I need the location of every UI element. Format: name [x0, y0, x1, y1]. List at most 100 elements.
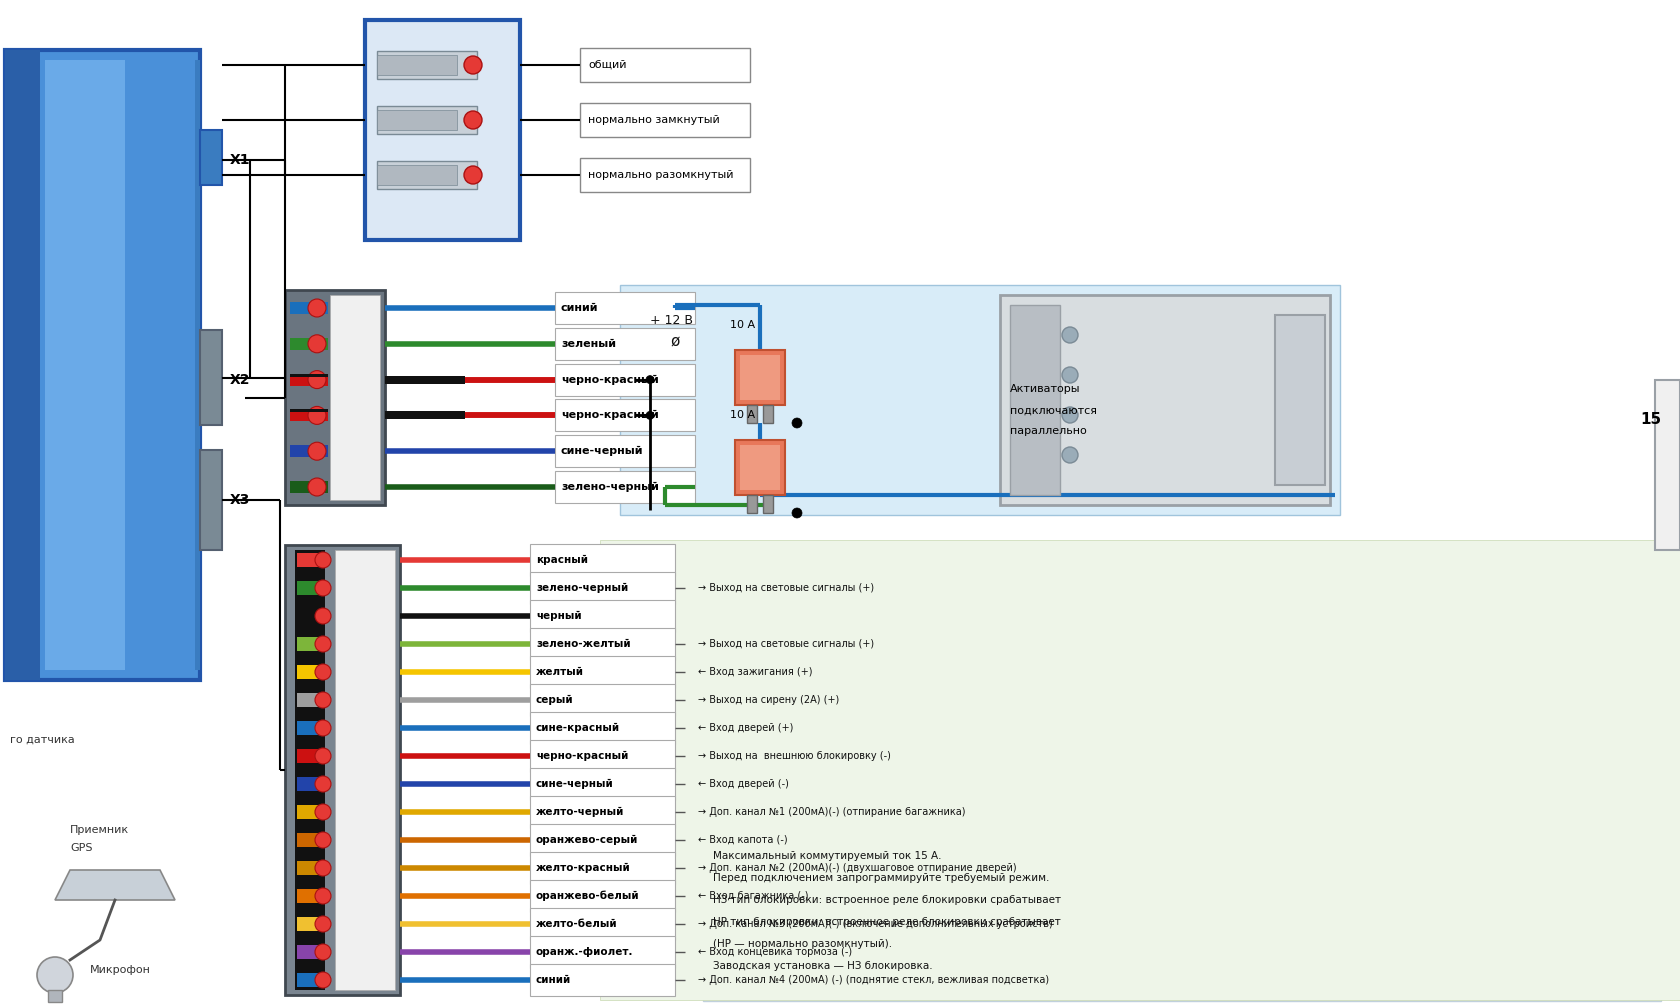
- Text: → Доп. канал №3 (200мА)(-) (включение дополнительных устройств): → Доп. канал №3 (200мА)(-) (включение до…: [697, 919, 1052, 929]
- Bar: [529, 572, 675, 604]
- Text: черно-красный: черно-красный: [536, 750, 628, 762]
- Circle shape: [791, 508, 801, 518]
- Bar: [529, 768, 675, 800]
- Circle shape: [307, 478, 326, 496]
- Text: X3: X3: [230, 493, 250, 507]
- Bar: [297, 777, 323, 791]
- Bar: [291, 302, 328, 314]
- Circle shape: [314, 860, 331, 876]
- Bar: [1273, 315, 1324, 485]
- Bar: [49, 990, 62, 1002]
- Text: → Доп. канал №1 (200мА)(-) (отпирание багажника): → Доп. канал №1 (200мА)(-) (отпирание ба…: [697, 807, 964, 817]
- Bar: [291, 373, 328, 376]
- Text: общий: общий: [588, 60, 627, 70]
- Bar: [297, 917, 323, 931]
- Bar: [554, 328, 694, 360]
- Bar: [746, 405, 756, 423]
- Bar: [529, 544, 675, 576]
- Bar: [600, 540, 1680, 1000]
- Circle shape: [314, 720, 331, 736]
- Bar: [529, 852, 675, 884]
- Bar: [297, 609, 323, 623]
- Text: (НР — нормально разомкнутый).: (НР — нормально разомкнутый).: [712, 939, 892, 949]
- Bar: [294, 550, 324, 990]
- Circle shape: [314, 888, 331, 904]
- Bar: [1010, 305, 1060, 495]
- Circle shape: [314, 608, 331, 624]
- Bar: [385, 411, 465, 420]
- Bar: [297, 553, 323, 567]
- Bar: [297, 693, 323, 707]
- Text: сине-красный: сине-красный: [536, 723, 620, 733]
- Circle shape: [307, 370, 326, 388]
- Circle shape: [307, 443, 326, 460]
- Bar: [291, 373, 328, 385]
- Text: желто-красный: желто-красный: [536, 863, 630, 873]
- Bar: [376, 106, 477, 134]
- Circle shape: [1062, 407, 1077, 423]
- Text: НР тип блокировки: встроенное реле блокировки срабатывает: НР тип блокировки: встроенное реле блоки…: [712, 917, 1060, 927]
- Bar: [1000, 295, 1329, 505]
- Bar: [763, 495, 773, 513]
- Bar: [529, 880, 675, 912]
- Bar: [291, 481, 328, 493]
- Text: оранжево-серый: оранжево-серый: [536, 835, 638, 845]
- Circle shape: [464, 166, 482, 184]
- Text: черно-красный: черно-красный: [561, 410, 659, 421]
- Bar: [554, 292, 694, 324]
- Circle shape: [314, 580, 331, 596]
- Bar: [376, 161, 477, 189]
- Circle shape: [314, 552, 331, 568]
- Bar: [580, 48, 749, 82]
- Text: → Выход на  внешнюю блокировку (-): → Выход на внешнюю блокировку (-): [697, 751, 890, 761]
- Bar: [554, 399, 694, 432]
- Text: красный: красный: [536, 555, 588, 565]
- Text: X1: X1: [230, 153, 250, 167]
- Bar: [376, 110, 457, 130]
- Circle shape: [307, 299, 326, 317]
- Bar: [529, 712, 675, 744]
- Bar: [297, 889, 323, 903]
- Text: Микрофон: Микрофон: [91, 965, 151, 975]
- Text: оранж.-фиолет.: оранж.-фиолет.: [536, 947, 633, 957]
- Text: ← Вход дверей (-): ← Вход дверей (-): [697, 779, 788, 789]
- Bar: [200, 450, 222, 550]
- Bar: [580, 103, 749, 137]
- Bar: [529, 824, 675, 856]
- Circle shape: [1062, 447, 1077, 463]
- Text: серый: серый: [536, 695, 573, 705]
- Text: ← Вход дверей (+): ← Вход дверей (+): [697, 723, 793, 733]
- Circle shape: [464, 111, 482, 129]
- Circle shape: [314, 636, 331, 652]
- Text: нормально замкнутый: нормально замкнутый: [588, 115, 719, 125]
- Circle shape: [314, 748, 331, 764]
- Circle shape: [314, 944, 331, 960]
- Circle shape: [645, 411, 654, 420]
- Circle shape: [645, 375, 654, 383]
- Circle shape: [37, 957, 72, 993]
- Bar: [620, 285, 1339, 515]
- Bar: [297, 637, 323, 651]
- Circle shape: [1062, 367, 1077, 383]
- Text: GPS: GPS: [71, 843, 92, 853]
- Bar: [739, 445, 780, 490]
- Bar: [291, 446, 328, 457]
- Text: ← Вход багажника (-): ← Вход багажника (-): [697, 891, 808, 901]
- Bar: [529, 796, 675, 828]
- Bar: [297, 833, 323, 847]
- Text: нормально разомкнутый: нормально разомкнутый: [588, 170, 732, 180]
- Text: зелено-черный: зелено-черный: [561, 482, 659, 492]
- Bar: [365, 20, 519, 240]
- Text: сине-черный: сине-черный: [561, 446, 643, 457]
- Bar: [286, 545, 400, 995]
- Circle shape: [314, 804, 331, 820]
- Text: ø: ø: [670, 335, 679, 349]
- Bar: [763, 405, 773, 423]
- Circle shape: [314, 692, 331, 708]
- Bar: [554, 436, 694, 467]
- Text: 15: 15: [1640, 412, 1660, 428]
- Text: ← Вход концевика тормоза (-): ← Вход концевика тормоза (-): [697, 947, 852, 957]
- Circle shape: [314, 664, 331, 680]
- Text: синий: синий: [561, 303, 598, 313]
- Bar: [376, 55, 457, 75]
